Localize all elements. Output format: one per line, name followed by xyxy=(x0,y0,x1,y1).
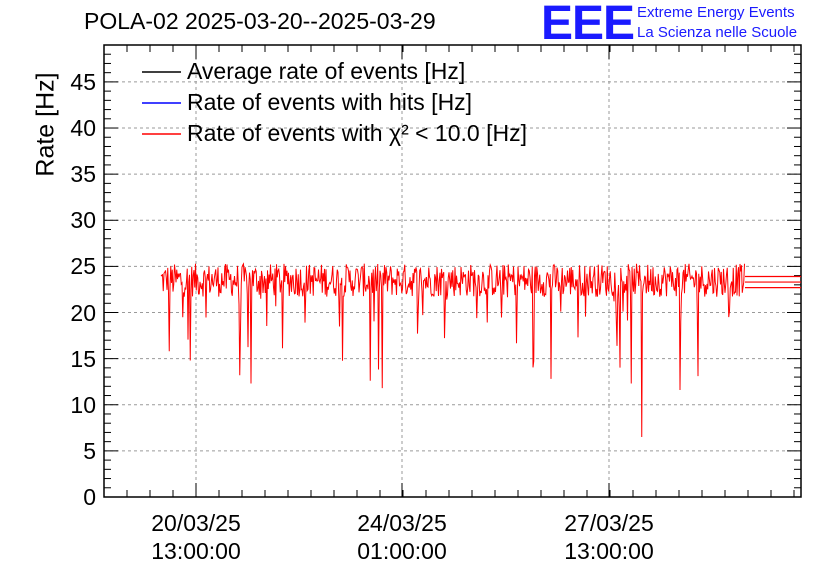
series-rate-chi2 xyxy=(160,262,745,438)
plot-frame xyxy=(103,44,802,498)
y-tick-label: 0 xyxy=(83,484,96,510)
y-tick-label: 5 xyxy=(83,437,96,464)
x-tick-time: 01:00:00 xyxy=(357,538,447,564)
x-tick-time: 13:00:00 xyxy=(151,538,241,564)
y-tick-label: 35 xyxy=(70,161,96,188)
y-tick-label: 25 xyxy=(70,253,96,280)
y-tick-label: 30 xyxy=(70,207,96,234)
legend-label: Rate of events with hits [Hz] xyxy=(187,89,473,115)
logo-line1: Extreme Energy Events xyxy=(637,4,795,21)
legend-label: Average rate of events [Hz] xyxy=(187,58,466,84)
x-tick-label: 20/03/25 13:00:00 xyxy=(131,509,261,565)
x-tick-label: 24/03/25 01:00:00 xyxy=(337,509,467,565)
y-tick-label: 15 xyxy=(70,345,96,372)
x-tick-date: 27/03/25 xyxy=(564,510,654,536)
y-tick-label: 10 xyxy=(70,391,96,418)
legend-label: Rate of events with χ² < 10.0 [Hz] xyxy=(187,120,527,146)
x-tick-time: 13:00:00 xyxy=(564,538,654,564)
y-tick-label: 20 xyxy=(70,299,96,326)
chart-title: POLA-02 2025-03-20--2025-03-29 xyxy=(84,8,436,34)
x-tick-date: 24/03/25 xyxy=(357,510,447,536)
x-tick-date: 20/03/25 xyxy=(151,510,241,536)
x-tick-label: 27/03/25 13:00:00 xyxy=(544,509,674,565)
logo-line2: La Scienza nelle Scuole xyxy=(637,24,798,41)
y-tick-label: 40 xyxy=(70,115,96,142)
y-tick-label: 45 xyxy=(70,68,96,95)
eee-logo: EEE xyxy=(541,0,635,50)
